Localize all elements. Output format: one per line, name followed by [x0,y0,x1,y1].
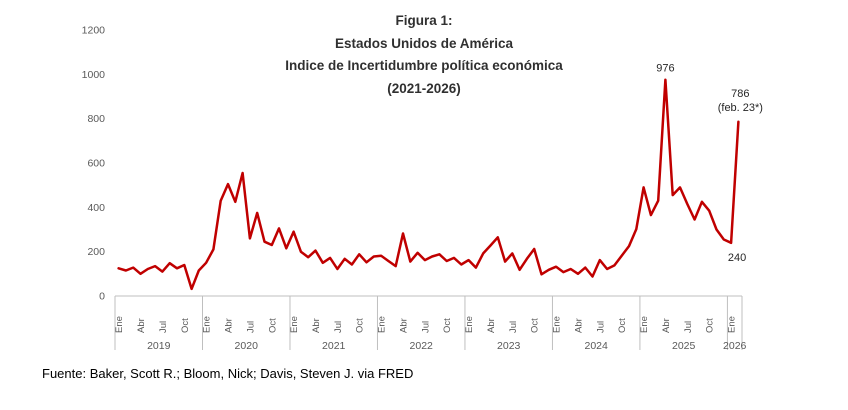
chart-title-line-4: (2021-2026) [387,80,461,96]
x-axis-year-label: 2023 [497,340,521,352]
x-axis-month-label: Ene [552,316,563,333]
epu-series-line [117,78,740,291]
x-axis-month-label: Oct [617,318,628,333]
x-axis-month-label: Jul [595,321,606,333]
chart-title-line-2: Estados Unidos de América [334,35,514,51]
y-axis-tick-label: 800 [87,113,105,125]
x-axis-year-label: 2025 [672,340,696,352]
x-axis-month-label: Oct [705,318,716,333]
x-axis-month-label: Abr [573,318,584,333]
y-axis-tick-label: 0 [99,291,105,303]
x-axis-month-label: Jul [333,321,344,333]
source-text: Fuente: Baker, Scott R.; Bloom, Nick; Da… [42,366,414,381]
y-axis-tick-label: 1000 [82,69,106,81]
x-axis-month-label: Jul [508,321,519,333]
x-axis-year-label: 2021 [322,340,346,352]
x-axis-year-label: 2024 [585,340,609,352]
x-axis-year-label: 2026 [723,340,747,352]
x-axis-month-label: Jul [683,321,694,333]
x-axis-month-label: Jul [420,321,431,333]
x-axis-month-label: Ene [202,316,213,333]
chart-title-line-3: Indice de Incertidumbre política económi… [285,58,563,73]
x-axis-month-label: Ene [289,316,300,333]
x-axis-month-label: Abr [398,318,409,333]
x-axis-year-label: 2022 [410,340,434,352]
x-axis-month-label: Ene [114,316,125,333]
epu-line-chart: 0 200 400 600 800 1000 1200 Ene Abr Jul Oct 2019 Ene… [82,25,763,353]
x-axis-year-label: 2020 [235,340,259,352]
x-axis-month-label: Oct [180,318,191,333]
chart-title: Figura 1: Estados Unidos de América Indi… [0,10,848,100]
x-axis-month-label: Jul [245,321,256,333]
x-axis-month-label: Abr [224,318,235,333]
y-axis-tick-label: 1200 [82,25,106,37]
x-axis-month-label: Abr [486,318,497,333]
data-label: (feb. 23*) [718,102,763,114]
x-axis-month-label: Oct [267,318,278,333]
y-axis-tick-label: 200 [87,246,105,258]
x-axis-month-label: Ene [464,316,475,333]
y-axis-tick-label: 600 [87,158,105,170]
x-axis-month-label: Abr [136,318,147,333]
x-axis-year-label: 2019 [147,340,171,352]
x-axis-month-label: Abr [311,318,322,333]
chart-title-line-1: Figura 1: [395,13,453,28]
x-axis-month-label: Abr [661,318,672,333]
data-label: 786 [731,88,749,100]
y-axis-tick-label: 400 [87,202,105,214]
x-axis-month-label: Jul [158,321,169,333]
x-axis-month-label: Oct [355,318,366,333]
x-axis-month-label: Oct [530,318,541,333]
x-axis-month-label: Ene [727,316,738,333]
data-label: 240 [728,252,746,264]
x-axis-month-label: Ene [639,316,650,333]
x-axis-month-label: Oct [442,318,453,333]
data-label: 976 [656,63,674,75]
x-axis-month-label: Ene [377,316,388,333]
